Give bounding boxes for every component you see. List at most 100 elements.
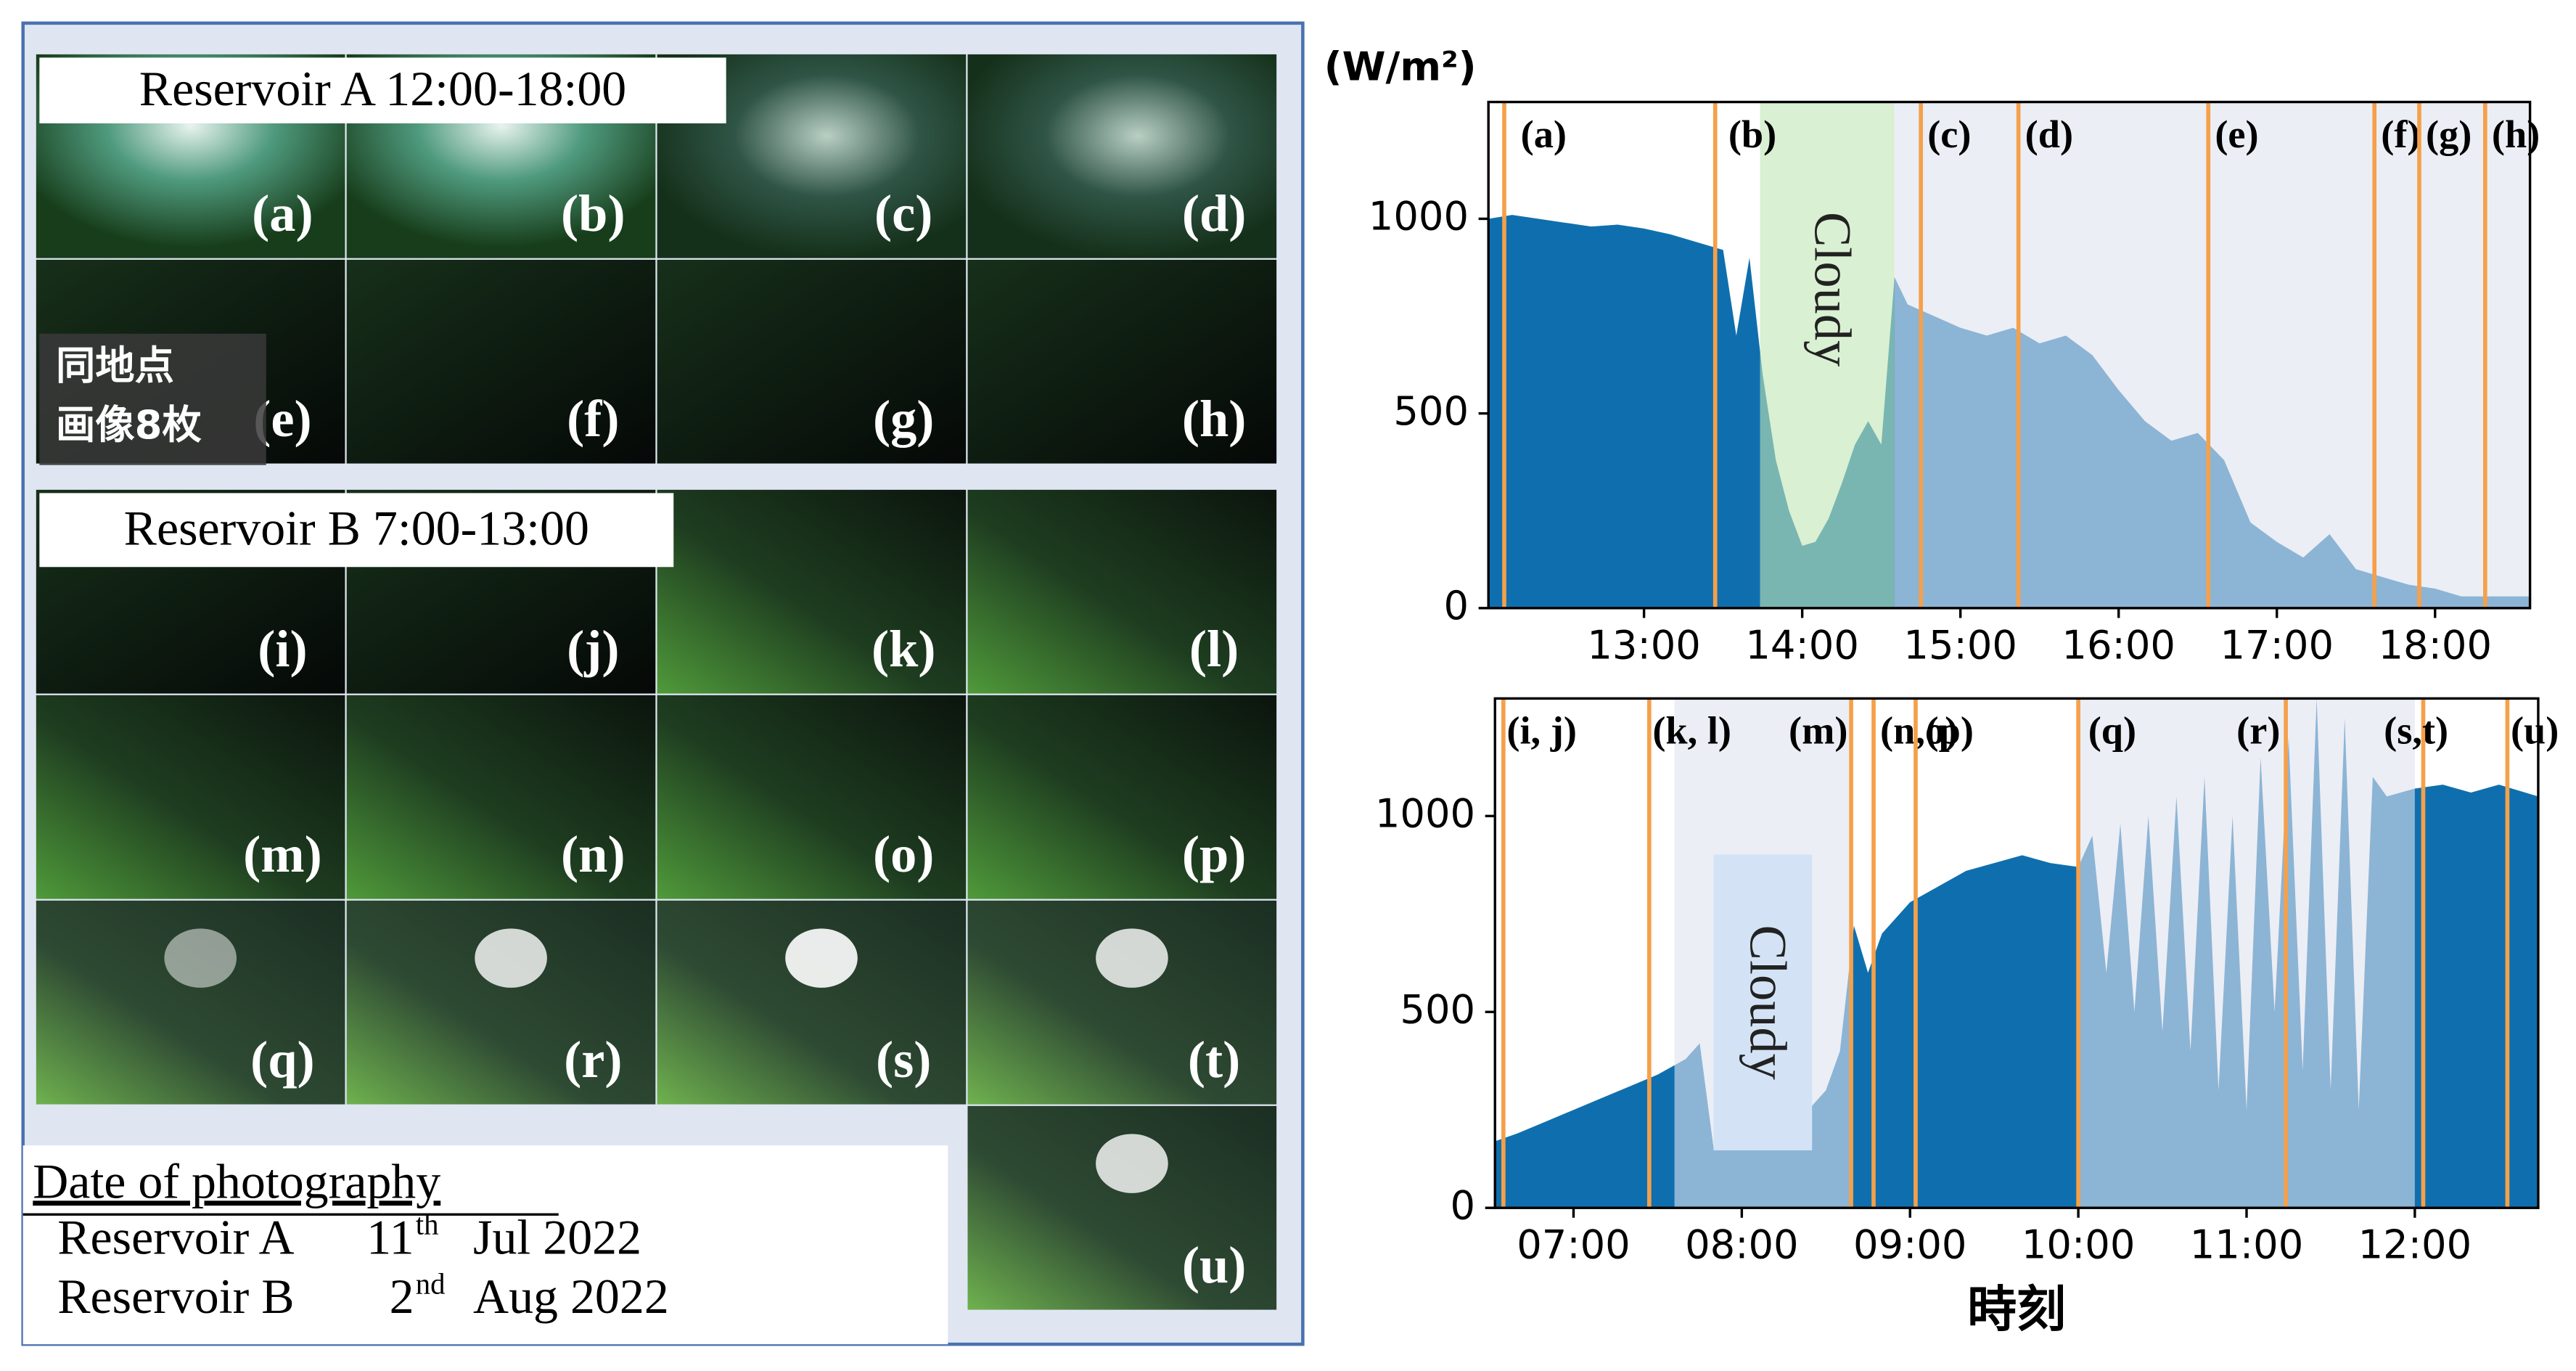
span [1760, 102, 1895, 608]
y-tick-label: 1000 [1369, 194, 1469, 240]
tile-label: (j) [567, 619, 619, 678]
marker-label: (h) [2492, 112, 2540, 156]
span [2078, 698, 2415, 1208]
sun-glare [475, 928, 547, 988]
photo-tile [657, 259, 967, 464]
marker-label: (k, l) [1652, 709, 1731, 753]
plot-frame [1487, 100, 2532, 610]
tile-label: (l) [1189, 619, 1239, 678]
marker-label: (d) [2025, 112, 2073, 156]
group-title-box [39, 57, 726, 123]
tile-label: (o) [873, 824, 934, 883]
marker-label: (r) [2236, 709, 2280, 753]
y-tick-label: 500 [1393, 388, 1469, 434]
photo-tile [967, 54, 1277, 258]
date-suffix: th [416, 1208, 439, 1241]
tile-label: (u) [1182, 1235, 1247, 1294]
x-tick-label: 10:00 [2022, 1222, 2136, 1268]
x-tick-label: 14:00 [1745, 622, 1859, 668]
date-name: Reservoir B [57, 1269, 294, 1324]
marker-label: (c) [1927, 112, 1971, 156]
note-text: 画像8枚 [56, 402, 202, 448]
x-tick-label: 15:00 [1903, 622, 2017, 668]
span-label: Cloudy [1804, 212, 1863, 367]
group-title-box [39, 493, 674, 568]
sun-glare [164, 928, 237, 988]
span-label-box [1713, 854, 1813, 1150]
tile-label: (a) [252, 184, 313, 242]
y-tick-label: 0 [1443, 583, 1469, 629]
tile-label: (f) [567, 389, 619, 448]
tile-label: (s) [876, 1030, 931, 1089]
x-tick-label: 08:00 [1685, 1222, 1799, 1268]
date-name: Reservoir A [57, 1209, 294, 1264]
marker-label: (f) [2381, 112, 2420, 156]
x-tick-label: 16:00 [2062, 622, 2175, 668]
marker-label: (a) [1521, 112, 1567, 156]
marker-label: (i, j) [1506, 709, 1577, 753]
tile-label: (n) [561, 824, 625, 883]
sun-glare [1096, 1134, 1168, 1193]
note-box [39, 333, 266, 465]
charts: Cloudy (a) (b) (c) (d) (e) (f) (g) (h) 0 500 1000 13… [1324, 44, 2559, 1338]
tile-label: (h) [1182, 389, 1247, 448]
tile-label: (c) [874, 184, 932, 242]
photo-tile [36, 695, 345, 899]
x-tick-label: 07:00 [1517, 1222, 1630, 1268]
date-title: Date of photography [33, 1153, 440, 1208]
tile-label: (d) [1182, 184, 1247, 242]
marker-label: (q) [2088, 709, 2136, 753]
span-label: Cloudy [1739, 925, 1798, 1080]
tile-label: (m) [243, 824, 322, 883]
y-tick-label: 500 [1400, 986, 1475, 1032]
x-tick-label: 12:00 [2358, 1222, 2472, 1268]
date-month-year: Aug 2022 [473, 1269, 669, 1324]
photo-tile [967, 695, 1277, 899]
sun-glare [1096, 928, 1168, 988]
sun-glare [785, 928, 858, 988]
note-text: 同地点 [56, 343, 174, 388]
group-title: Reservoir A 12:00-18:00 [139, 61, 626, 116]
date-box [22, 1145, 948, 1345]
tile-label: (q) [250, 1030, 315, 1089]
marker-label: (p) [1926, 709, 1974, 753]
photo-tile [346, 695, 656, 899]
photo-tile [967, 259, 1277, 464]
y-axis-label: (W/m²) [1324, 44, 1477, 89]
y-tick-label: 1000 [1375, 790, 1475, 836]
tile-label: (r) [564, 1030, 622, 1089]
marker-label: (s,t) [2384, 709, 2448, 753]
span [1894, 102, 2530, 608]
tile-label: (p) [1182, 824, 1247, 883]
group-title: Reservoir B 7:00-13:00 [124, 500, 589, 555]
tile-label: (t) [1188, 1030, 1240, 1089]
x-axis-label: 時刻 [1967, 1282, 2066, 1339]
photo-tile [657, 695, 967, 899]
x-tick-label: 17:00 [2220, 622, 2334, 668]
x-tick-label: 18:00 [2378, 622, 2492, 668]
marker-label: (n,o) [1880, 709, 1958, 753]
tile-label: (i) [258, 619, 307, 678]
x-tick-label: 11:00 [2190, 1222, 2304, 1268]
photo-tile [346, 259, 656, 464]
x-tick-label: 09:00 [1853, 1222, 1967, 1268]
marker-label: (b) [1728, 112, 1776, 156]
tile-label: (b) [561, 184, 625, 242]
date-day: 2 [390, 1269, 414, 1324]
marker-label: (g) [2426, 112, 2472, 156]
marker-label: (u) [2511, 709, 2559, 753]
photo-grid: (a) (b) (c) (d)(e) (f) (g) (h)Reservoir A 12:0… [22, 54, 1277, 1345]
tile-label: (g) [873, 389, 934, 448]
y-tick-label: 0 [1451, 1182, 1476, 1228]
photo-tile [657, 489, 967, 694]
plot-frame [1493, 697, 2540, 1209]
tile-label: (k) [871, 619, 936, 678]
date-day: 11 [366, 1209, 414, 1264]
date-suffix: nd [416, 1267, 446, 1300]
marker-label: (m) [1789, 709, 1847, 753]
date-month-year: Jul 2022 [473, 1209, 641, 1264]
marker-label: (e) [2215, 112, 2258, 156]
photo-tile [967, 489, 1277, 694]
